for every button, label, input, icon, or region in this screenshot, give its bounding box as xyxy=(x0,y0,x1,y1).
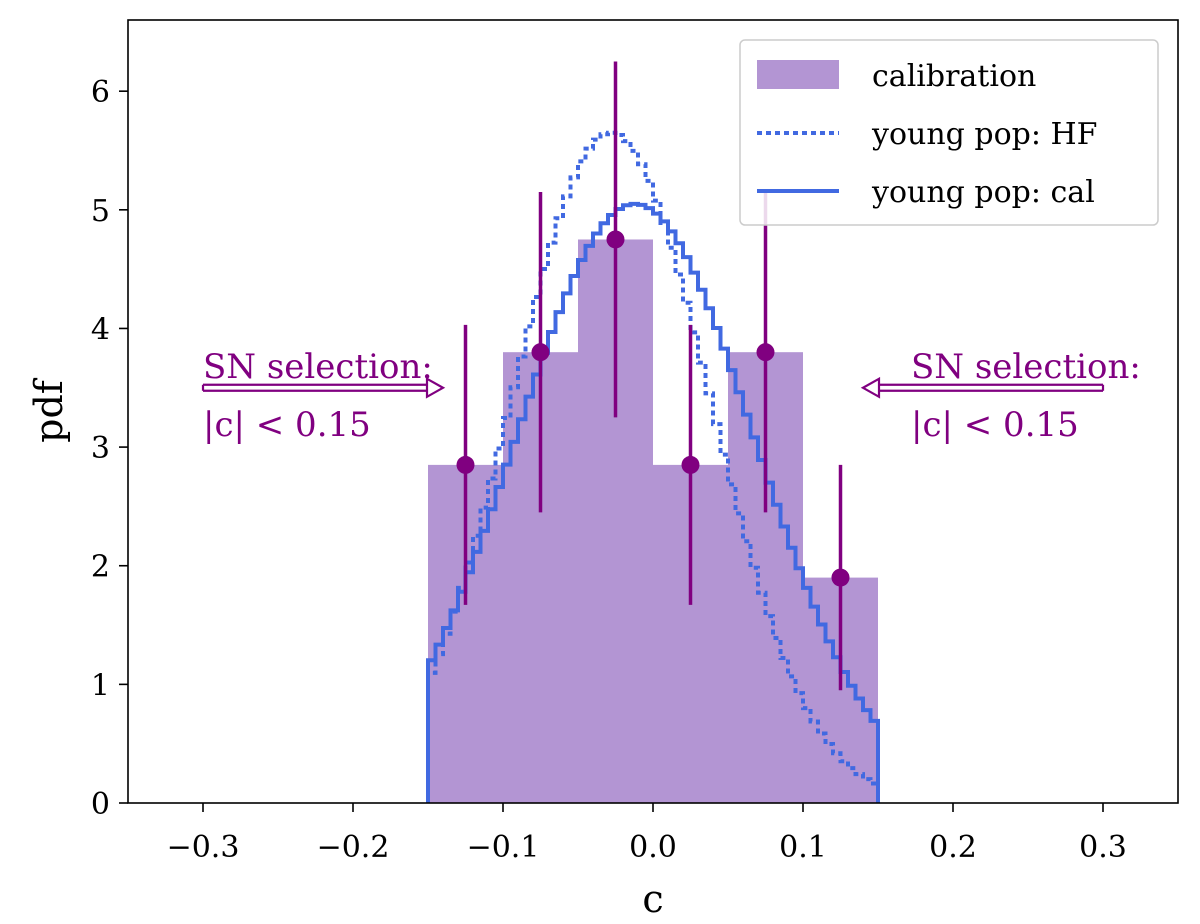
y-axis-label: pdf xyxy=(27,377,71,443)
x-tick-label: 0.0 xyxy=(629,830,677,865)
annotation-label: SN selection: xyxy=(911,347,1141,387)
y-tick-label: 1 xyxy=(91,668,110,703)
annotation-arrow-head xyxy=(425,376,446,399)
data-point xyxy=(531,343,550,362)
y-tick-label: 5 xyxy=(91,194,110,229)
annotation-label: |c| < 0.15 xyxy=(203,405,371,445)
axis-ticks: −0.3 −0.2 −0.1 0.0 0.1 0.2 0.3 0 1 2 3 4 5 6 xyxy=(91,75,1127,865)
y-tick-label: 3 xyxy=(91,431,110,466)
y-tick-label: 6 xyxy=(91,75,110,110)
series-young-pop-hf xyxy=(426,130,880,803)
data-point xyxy=(606,230,625,249)
legend-label-young-pop-cal: young pop: cal xyxy=(871,175,1095,210)
y-tick-label: 4 xyxy=(91,312,110,347)
data-point xyxy=(681,455,700,474)
legend-box xyxy=(739,39,1159,226)
y-tick-label: 2 xyxy=(91,550,110,585)
x-tick-label: −0.1 xyxy=(467,830,540,865)
error-points xyxy=(456,61,850,691)
data-point xyxy=(456,455,475,474)
annotation-arrow-head xyxy=(860,376,881,399)
legend-swatch-calibration xyxy=(757,60,839,89)
young-pop-series xyxy=(426,130,880,803)
legend-label-calibration: calibration xyxy=(872,59,1036,94)
legend-label-young-pop-hf: young pop: HF xyxy=(871,117,1097,152)
annotations: SN selection: |c| < 0.15 SN selection: |c| … xyxy=(201,347,1141,445)
annotation-label: |c| < 0.15 xyxy=(911,405,1079,445)
legend: calibration young pop: HF young pop: cal xyxy=(739,39,1159,226)
x-tick-label: 0.1 xyxy=(779,830,827,865)
x-tick-label: 0.2 xyxy=(929,830,977,865)
annotation-label: SN selection: xyxy=(203,347,433,387)
x-tick-label: 0.3 xyxy=(1079,830,1127,865)
x-tick-label: −0.2 xyxy=(317,830,390,865)
x-tick-label: −0.3 xyxy=(167,830,240,865)
data-point xyxy=(756,343,775,362)
series-young-pop-cal xyxy=(426,201,880,803)
data-point xyxy=(831,568,850,587)
y-tick-label: 0 xyxy=(91,787,110,822)
x-axis-label: c xyxy=(642,877,663,921)
